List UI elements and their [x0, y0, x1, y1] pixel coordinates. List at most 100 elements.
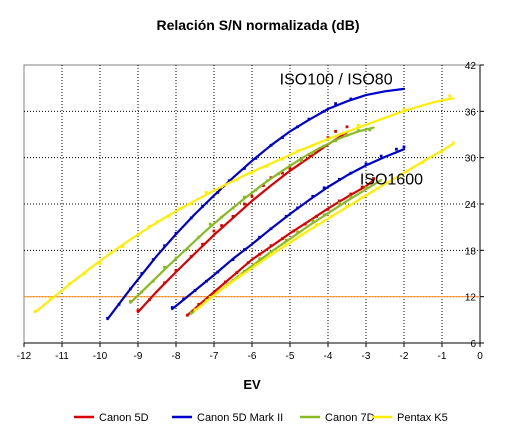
data-point [49, 296, 52, 300]
x-tick-label: -7 [210, 351, 219, 362]
data-point [296, 125, 299, 129]
data-point [235, 271, 239, 275]
data-point [155, 220, 159, 224]
y-tick-label: 24 [465, 200, 477, 211]
data-point [300, 233, 303, 237]
data-point [281, 157, 284, 161]
data-point [330, 215, 334, 218]
data-point [205, 191, 208, 194]
data-point [391, 178, 394, 182]
data-point [322, 109, 326, 113]
series-group [34, 87, 455, 321]
data-point [136, 233, 140, 237]
data-point [151, 258, 155, 261]
data-point [307, 117, 311, 121]
data-point [174, 269, 178, 272]
data-point [197, 235, 201, 239]
data-point [250, 171, 254, 175]
data-point [349, 171, 353, 175]
data-point [368, 128, 372, 132]
data-point [106, 316, 109, 320]
data-point [364, 162, 368, 166]
data-point [349, 97, 353, 101]
data-point [121, 245, 125, 248]
data-point [231, 258, 235, 261]
data-point [269, 143, 273, 147]
data-point [83, 272, 87, 275]
data-point [349, 192, 353, 196]
data-point [174, 256, 178, 260]
data-point [224, 285, 227, 288]
data-point [208, 296, 212, 299]
data-point [452, 141, 455, 145]
data-point [311, 194, 315, 198]
data-point [284, 243, 288, 247]
data-point [189, 216, 193, 220]
data-point [284, 238, 288, 242]
data-point [182, 297, 185, 301]
data-point [262, 184, 265, 187]
data-point [254, 263, 258, 267]
data-point [288, 167, 292, 170]
annotation-label: ISO1600 [360, 172, 423, 189]
data-point [338, 199, 341, 203]
data-point [448, 94, 451, 98]
data-point [322, 213, 326, 217]
data-point [239, 273, 242, 277]
data-point [269, 250, 273, 254]
data-point [243, 248, 246, 251]
x-tick-label: -11 [55, 351, 69, 362]
x-tick-label: -5 [286, 351, 295, 362]
data-point [265, 179, 269, 183]
series-line [136, 131, 349, 314]
x-tick-label: -6 [248, 351, 257, 362]
data-point [269, 227, 273, 231]
annotation-label: ISO100 / ISO80 [280, 71, 393, 88]
data-point [326, 208, 330, 211]
data-point [345, 125, 349, 129]
data-point [189, 311, 193, 315]
data-point [360, 195, 364, 199]
data-point [322, 186, 326, 190]
data-point [360, 185, 364, 189]
data-point [163, 244, 166, 248]
data-point [98, 262, 102, 265]
data-point [296, 206, 299, 210]
data-point [189, 202, 193, 206]
chart-title: Relación S/N normalizada (dB) [156, 17, 359, 33]
data-point [205, 279, 208, 283]
data-point [243, 167, 246, 170]
data-point [345, 133, 349, 137]
data-point [117, 303, 121, 306]
data-point [303, 222, 307, 226]
data-point [326, 137, 330, 141]
data-point [334, 130, 337, 133]
data-point [269, 244, 273, 248]
data-point [68, 282, 71, 285]
data-point [243, 202, 246, 206]
data-point [129, 287, 132, 291]
data-point [243, 269, 246, 273]
data-point [163, 265, 166, 269]
data-point [357, 129, 360, 132]
data-point [281, 237, 284, 241]
data-point [193, 289, 197, 292]
y-tick-label: 30 [465, 154, 477, 165]
data-point [167, 215, 170, 218]
x-tick-label: -10 [93, 351, 108, 362]
series-line [193, 142, 455, 312]
data-point [220, 224, 223, 227]
data-point [140, 272, 144, 275]
annotations: ISO100 / ISO80 ISO1600 [280, 71, 423, 188]
data-point [379, 154, 383, 158]
data-point [208, 222, 212, 226]
data-point [220, 215, 223, 219]
data-point [246, 261, 250, 265]
data-point [216, 270, 220, 274]
data-point [110, 251, 113, 255]
series-canon-5d [136, 125, 375, 317]
legend-label: Canon 5D Mark II [197, 412, 283, 424]
data-point [189, 255, 193, 258]
data-point [34, 309, 37, 313]
